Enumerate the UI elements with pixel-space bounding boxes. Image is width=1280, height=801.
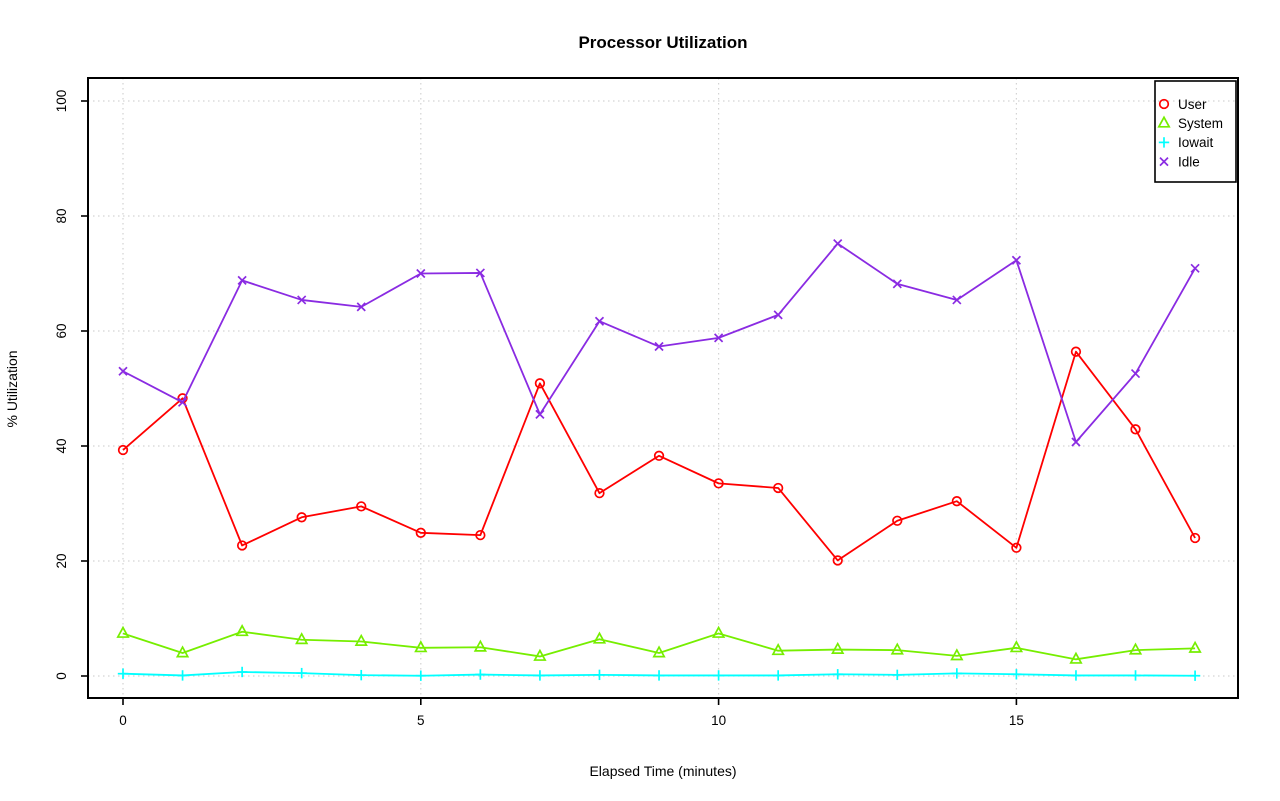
triangle-marker [295,632,309,645]
x-marker [594,316,605,326]
x-marker [1190,263,1200,273]
x-marker [892,279,902,289]
x-marker [297,295,307,305]
x-marker [237,275,247,286]
circle-marker [1011,542,1022,553]
series-idle [118,238,1200,447]
x-marker [1130,368,1141,379]
legend-item-label: Iowait [1178,135,1214,150]
triangle-marker [235,624,249,637]
y-tick-label: 60 [54,323,69,338]
triangle-marker [1069,651,1083,664]
plot-border [87,77,1239,699]
legend-item: System [1157,115,1223,131]
x-tick-label: 0 [119,713,127,728]
y-tick-label: 0 [54,672,69,680]
circle-marker [951,496,962,507]
x-marker [654,341,664,352]
y-tick-label: 80 [54,208,69,223]
circle-marker [296,512,307,523]
legend-item: User [1158,97,1207,112]
x-axis-label: Elapsed Time (minutes) [589,763,736,779]
x-marker [1071,437,1081,447]
triangle-marker [175,645,190,658]
x-marker [118,366,128,376]
axes: 0 5 10 15 0 20 40 60 80 100 [54,77,1239,728]
circle-marker [1070,346,1082,357]
triangle-marker [890,642,904,655]
circle-marker [1130,424,1141,435]
circle-marker [773,482,784,494]
circle-marker [713,478,724,489]
series-iowait [117,666,1201,681]
x-marker [535,409,545,419]
triangle-marker [771,643,785,656]
legend-item: Iowait [1158,135,1214,150]
legend-box [1154,80,1237,183]
x-marker [1159,156,1169,167]
x-tick-label: 5 [417,713,425,728]
triangle-marker [652,645,666,658]
x-marker [713,333,724,343]
triangle-marker [711,625,726,638]
series-line [122,630,1196,661]
triangle-marker [950,648,964,661]
circle-marker [1189,532,1201,544]
legend-item-label: Idle [1178,154,1200,169]
y-tick-label: 100 [54,90,69,113]
x-marker [833,238,843,249]
circle-marker [832,555,843,566]
y-tick-label: 20 [54,553,69,568]
triangle-marker [831,641,845,655]
circle-marker [892,515,903,526]
circle-marker [356,501,367,512]
x-marker [475,268,485,278]
triangle-marker [1188,640,1202,653]
circle-marker [117,444,129,456]
circle-marker [653,450,665,461]
legend: User System Iowait Idle [1154,80,1237,183]
circle-marker [236,540,248,551]
data-series [116,238,1202,681]
triangle-marker [533,648,547,661]
x-marker [416,268,426,279]
circle-marker [1158,98,1170,110]
legend-item: Idle [1159,154,1200,169]
triangle-marker [1009,640,1024,653]
triangle-marker [1157,115,1171,128]
x-marker [177,397,188,407]
x-marker [356,302,366,312]
circle-marker [594,488,605,499]
legend-item-label: System [1178,116,1223,131]
legend-item-label: User [1178,97,1207,112]
x-tick-label: 10 [711,713,726,728]
triangle-marker [116,625,130,638]
series-system [116,624,1202,664]
series-line [122,242,1196,443]
triangle-marker [592,631,607,644]
circle-marker [534,378,546,389]
x-tick-label: 15 [1009,713,1024,728]
triangle-marker [354,633,368,646]
circle-marker [415,527,426,538]
y-axis-label: % Utilization [4,350,20,427]
x-marker [952,295,962,305]
chart-title: Processor Utilization [578,33,747,52]
series-user [117,346,1201,566]
triangle-marker [414,640,428,653]
triangle-marker [473,639,487,652]
series-line [122,350,1196,562]
x-marker [773,310,783,320]
triangle-marker [1128,642,1143,655]
circle-marker [475,529,486,541]
y-tick-label: 40 [54,438,69,453]
x-marker [1011,255,1022,265]
